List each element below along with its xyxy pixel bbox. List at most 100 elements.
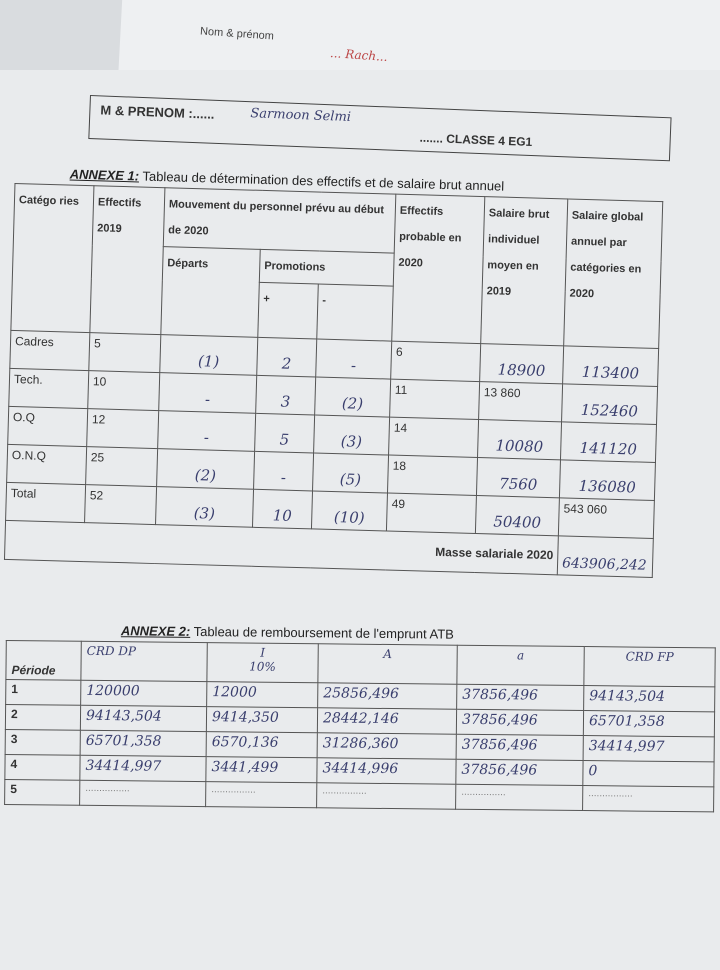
- cell-eff2019: 5: [88, 332, 161, 373]
- cell-salaire: 7560: [476, 457, 561, 498]
- student-name: Sarmoon Selmi: [250, 106, 352, 126]
- header-crd-fin: CRD FP: [583, 646, 716, 687]
- cell-cat: Tech.: [8, 368, 89, 409]
- cell-i: 9414,350: [206, 706, 318, 733]
- header-crd-debut: CRD DP: [80, 641, 208, 682]
- cell-i: 6570,136: [206, 731, 318, 758]
- cell-crd_fin: 34414,997: [583, 735, 715, 762]
- cell-salaire: 50400: [475, 495, 560, 536]
- cell-crd_fin-empty: ................: [582, 785, 714, 812]
- cell-a_amort: 28442,146: [317, 707, 457, 735]
- header-interet-rate: 10%: [249, 659, 276, 674]
- cell-departs: (2): [156, 448, 255, 490]
- cell-crd_fin: 65701,358: [583, 710, 715, 737]
- cell-eff2020: 6: [390, 341, 481, 382]
- cell-annuite: 37856,496: [456, 684, 584, 711]
- cell-eff2020: 14: [388, 417, 479, 458]
- cell-departs: -: [157, 410, 256, 452]
- header-effectifs-2019: Effectifs 2019: [89, 185, 165, 335]
- cell-annuite-empty: ................: [455, 784, 583, 811]
- cell-departs: (3): [155, 486, 254, 528]
- cell-salaire: 13 860: [478, 381, 563, 422]
- cell-a_amort-empty: ................: [316, 782, 456, 810]
- cell-eff2020: 49: [386, 493, 477, 534]
- cell-periode: 2: [5, 704, 81, 731]
- header-categories: Catégo ries: [10, 183, 94, 333]
- cell-periode: 5: [4, 779, 80, 806]
- cell-eff2020: 18: [387, 455, 478, 496]
- annex-2-title-text: Tableau de remboursement de l'emprunt AT…: [190, 623, 454, 642]
- header-minus: -: [316, 284, 394, 342]
- cell-plus: 10: [252, 489, 313, 529]
- annex-2-label: ANNEXE 2:: [120, 623, 191, 639]
- cell-crd_debut-empty: ................: [79, 780, 206, 807]
- annex-1: ANNEXE 1: Tableau de détermination des e…: [4, 165, 664, 578]
- cell-crd_fin: 94143,504: [583, 685, 715, 712]
- cell-annuite: 37856,496: [455, 759, 584, 786]
- cell-global: 141120: [560, 421, 657, 463]
- cell-i-empty: ................: [205, 781, 317, 808]
- cell-plus: 3: [255, 375, 316, 415]
- cell-eff2019: 52: [84, 484, 157, 525]
- cell-eff2020: 11: [389, 379, 480, 420]
- cell-global: 543 060: [558, 497, 655, 539]
- cell-eff2019: 12: [86, 408, 159, 449]
- cell-i: 3441,499: [205, 756, 318, 783]
- header-periode: Période: [5, 640, 82, 681]
- header-salaire-brut: Salaire brut individuel moyen en 2019: [480, 196, 568, 346]
- cell-eff2019: 10: [87, 370, 160, 411]
- cell-a_amort: 25856,496: [317, 682, 457, 710]
- cell-minus: (3): [313, 414, 390, 456]
- cell-plus: -: [253, 451, 314, 491]
- cell-minus: (5): [312, 452, 389, 494]
- cell-global: 113400: [562, 345, 659, 387]
- header-annuite: a: [456, 645, 585, 686]
- cell-minus: -: [315, 338, 392, 380]
- cell-plus: 5: [254, 413, 315, 453]
- cell-cat: O.Q: [7, 406, 88, 447]
- cell-eff2019: 25: [85, 446, 158, 487]
- cell-global: 136080: [559, 459, 656, 501]
- cell-crd_debut: 120000: [80, 680, 207, 707]
- cell-departs: (1): [159, 334, 258, 376]
- cell-annuite: 37856,496: [456, 734, 584, 761]
- cell-a_amort: 31286,360: [317, 732, 457, 760]
- header-effectifs-probable: Effectifs probable en 2020: [391, 194, 485, 344]
- header-salaire-global: Salaire global annuel par catégories en …: [563, 198, 663, 349]
- header-amortissement: A: [317, 643, 458, 685]
- annex-1-label: ANNEXE 1:: [69, 166, 140, 184]
- cell-plus: 2: [256, 337, 317, 377]
- cell-crd_fin: 0: [582, 760, 715, 787]
- cell-periode: 3: [5, 729, 81, 756]
- exam-sheet: [0, 70, 720, 970]
- cell-cat: Cadres: [9, 330, 90, 371]
- header-promotions: Promotions: [259, 249, 395, 287]
- class-label: ....... CLASSE 4 EG1: [419, 130, 533, 150]
- cell-crd_debut: 65701,358: [80, 730, 207, 757]
- cell-minus: (2): [314, 376, 391, 418]
- cell-departs: -: [158, 372, 257, 414]
- loan-repayment-table: Période CRD DP I 10% A a CRD FP 1 120000 12…: [4, 640, 716, 812]
- cell-global: 152460: [561, 383, 658, 425]
- cell-cat: Total: [5, 482, 86, 523]
- cell-cat: O.N.Q: [6, 444, 87, 485]
- cell-a_amort: 34414,996: [316, 757, 457, 785]
- cell-i: 12000: [206, 681, 318, 708]
- header-interet-label: I: [260, 645, 266, 660]
- cell-salaire: 18900: [479, 343, 564, 384]
- header-departs: Départs: [160, 246, 261, 338]
- header-interet: I 10%: [206, 642, 319, 683]
- cell-salaire: 10080: [477, 419, 562, 460]
- cell-crd_debut: 34414,997: [79, 755, 207, 782]
- staffing-table: Catégo ries Effectifs 2019 Mouvement du …: [4, 183, 663, 578]
- annex-2: ANNEXE 2: Tableau de remboursement de l'…: [4, 622, 716, 812]
- masse-salariale-value: 643906,242: [557, 535, 654, 578]
- header-mouvement: Mouvement du personnel prévu au début de…: [163, 187, 396, 254]
- cell-periode: 4: [4, 754, 81, 781]
- cell-annuite: 37856,496: [456, 709, 584, 736]
- cell-periode: 1: [5, 679, 81, 706]
- cell-crd_debut: 94143,504: [80, 705, 207, 732]
- header-plus: +: [257, 282, 319, 339]
- cell-minus: (10): [311, 490, 388, 532]
- name-label: M & PRENOM :......: [100, 102, 215, 122]
